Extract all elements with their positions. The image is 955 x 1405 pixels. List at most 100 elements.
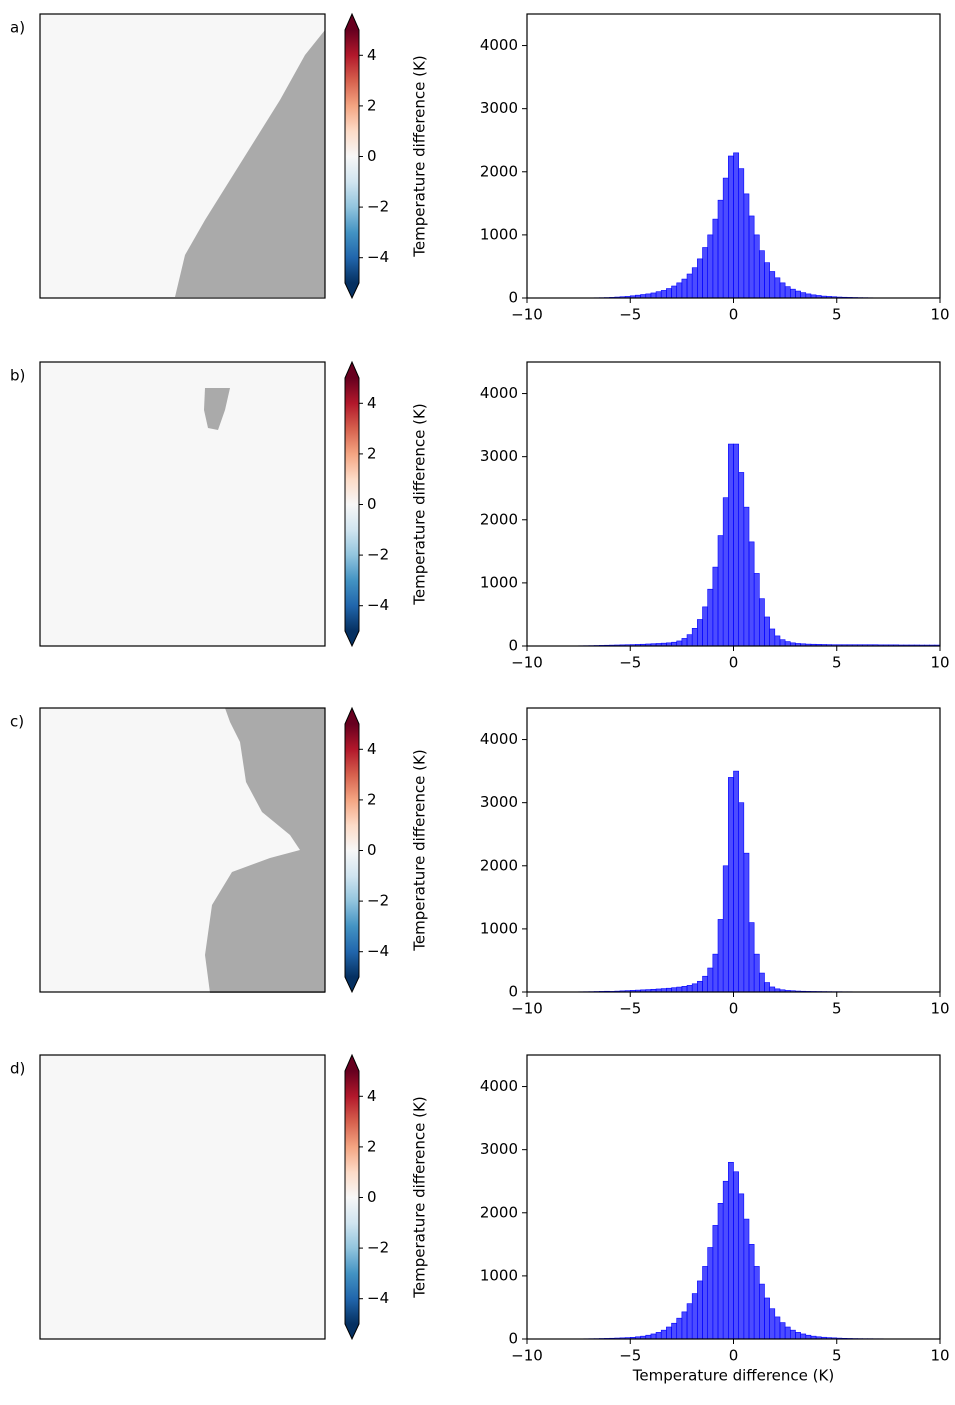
histogram-bar [702, 975, 708, 993]
colorbar-outline [344, 360, 360, 648]
histogram-bar [681, 986, 688, 993]
map-field [40, 362, 325, 646]
colorbar-extend-low [345, 1324, 359, 1339]
histogram-bar [676, 1317, 683, 1340]
y-tick-label: 3000 [480, 1140, 518, 1158]
histogram-bar [676, 640, 683, 647]
histogram-bar [733, 1171, 739, 1340]
histogram-bar [728, 1161, 734, 1340]
colorbar-tick-label: 2 [367, 1137, 377, 1155]
histogram-bar [681, 278, 688, 299]
colorbar-label: Temperature difference (K) [411, 403, 429, 605]
colorbar-tick-label: 4 [367, 740, 377, 758]
y-tick-label: 2000 [480, 856, 518, 874]
histogram-bar [712, 1225, 719, 1340]
x-tick-label: 0 [729, 1347, 739, 1365]
y-tick-label: 4000 [480, 384, 518, 402]
histogram-bar [733, 152, 739, 299]
histogram-bar [650, 292, 657, 299]
histogram-bar [717, 199, 724, 299]
histogram-bar [660, 1329, 667, 1340]
histogram-bar [671, 285, 678, 299]
histogram-bar [655, 291, 662, 299]
histogram-bar [784, 641, 791, 647]
histogram-bar [743, 1218, 750, 1340]
histogram-bar [717, 1203, 724, 1340]
map-field [40, 1055, 325, 1339]
histogram-bar [738, 168, 745, 299]
colorbar-tick-label: 0 [367, 841, 377, 859]
histogram-bar [722, 1180, 729, 1340]
histogram-bar [759, 250, 765, 299]
x-tick-label: −10 [511, 1347, 543, 1365]
colorbar-extend-high [345, 708, 359, 724]
colorbar [345, 378, 359, 631]
histogram-bar [759, 972, 765, 993]
histogram-bar [697, 258, 703, 299]
histogram-bar [779, 1322, 786, 1340]
histogram-bar [774, 635, 781, 647]
y-tick-label: 1000 [480, 919, 518, 937]
histogram-bar [753, 234, 760, 299]
histogram-bar [728, 443, 734, 647]
land-mask [204, 388, 230, 430]
histogram-bar [800, 1333, 807, 1340]
histogram-bar [748, 215, 755, 299]
x-tick-label: 0 [729, 306, 739, 324]
colorbar-extend-low [345, 977, 359, 992]
x-tick-label: −10 [511, 654, 543, 672]
x-tick-label: 5 [832, 1000, 842, 1018]
histogram-bar [691, 1293, 698, 1340]
histogram-bar [666, 1326, 672, 1340]
x-tick-label: 0 [729, 1000, 739, 1018]
panel-label: a) [10, 19, 25, 37]
land-mask [175, 30, 325, 297]
histogram-bar [743, 193, 750, 299]
y-tick-label: 4000 [480, 36, 518, 54]
histogram-bar [784, 1326, 791, 1340]
x-tick-label: −10 [511, 306, 543, 324]
histogram-bar [800, 292, 807, 299]
histogram-bar [722, 177, 729, 299]
colorbar-extend-high [345, 1055, 359, 1071]
histogram-bar [759, 1283, 765, 1340]
colorbar-label: Temperature difference (K) [411, 749, 429, 951]
y-tick-label: 3000 [480, 447, 518, 465]
histogram-bar [712, 953, 719, 993]
histogram-bar [702, 247, 708, 299]
histogram-bar [738, 1193, 745, 1340]
histogram-bar [764, 982, 770, 993]
x-tick-label: 5 [832, 1347, 842, 1365]
y-tick-label: 2000 [480, 162, 518, 180]
map-frame [39, 13, 326, 299]
histogram-bar [686, 273, 693, 299]
histogram-bar [707, 234, 714, 299]
colorbar-tick-label: −4 [367, 1289, 389, 1307]
histogram-bar [691, 983, 698, 993]
colorbar-outline [344, 1053, 360, 1341]
histogram-bar [676, 282, 683, 299]
histogram-bar [774, 1316, 781, 1340]
panel-label: c) [10, 713, 24, 731]
y-tick-label: 2000 [480, 1203, 518, 1221]
histogram-bar [686, 634, 693, 647]
x-tick-label: −5 [619, 654, 641, 672]
histogram-bar [728, 155, 734, 299]
x-tick-label: −5 [619, 1000, 641, 1018]
colorbar-tick-label: 0 [367, 495, 377, 513]
x-tick-label: 10 [930, 1347, 949, 1365]
histogram-bar [769, 1308, 776, 1340]
histogram-bar [764, 1297, 770, 1340]
histogram-bar [774, 277, 781, 299]
histogram-bar [738, 472, 745, 647]
colorbar-tick-label: −4 [367, 248, 389, 266]
histogram-bar [697, 980, 703, 993]
colorbar-tick-label: 4 [367, 394, 377, 412]
histogram-bar [722, 865, 729, 993]
colorbar-extend-high [345, 14, 359, 30]
histogram-bar [717, 535, 724, 647]
colorbar-tick-label: −2 [367, 546, 389, 564]
histogram-bar [702, 1266, 708, 1340]
